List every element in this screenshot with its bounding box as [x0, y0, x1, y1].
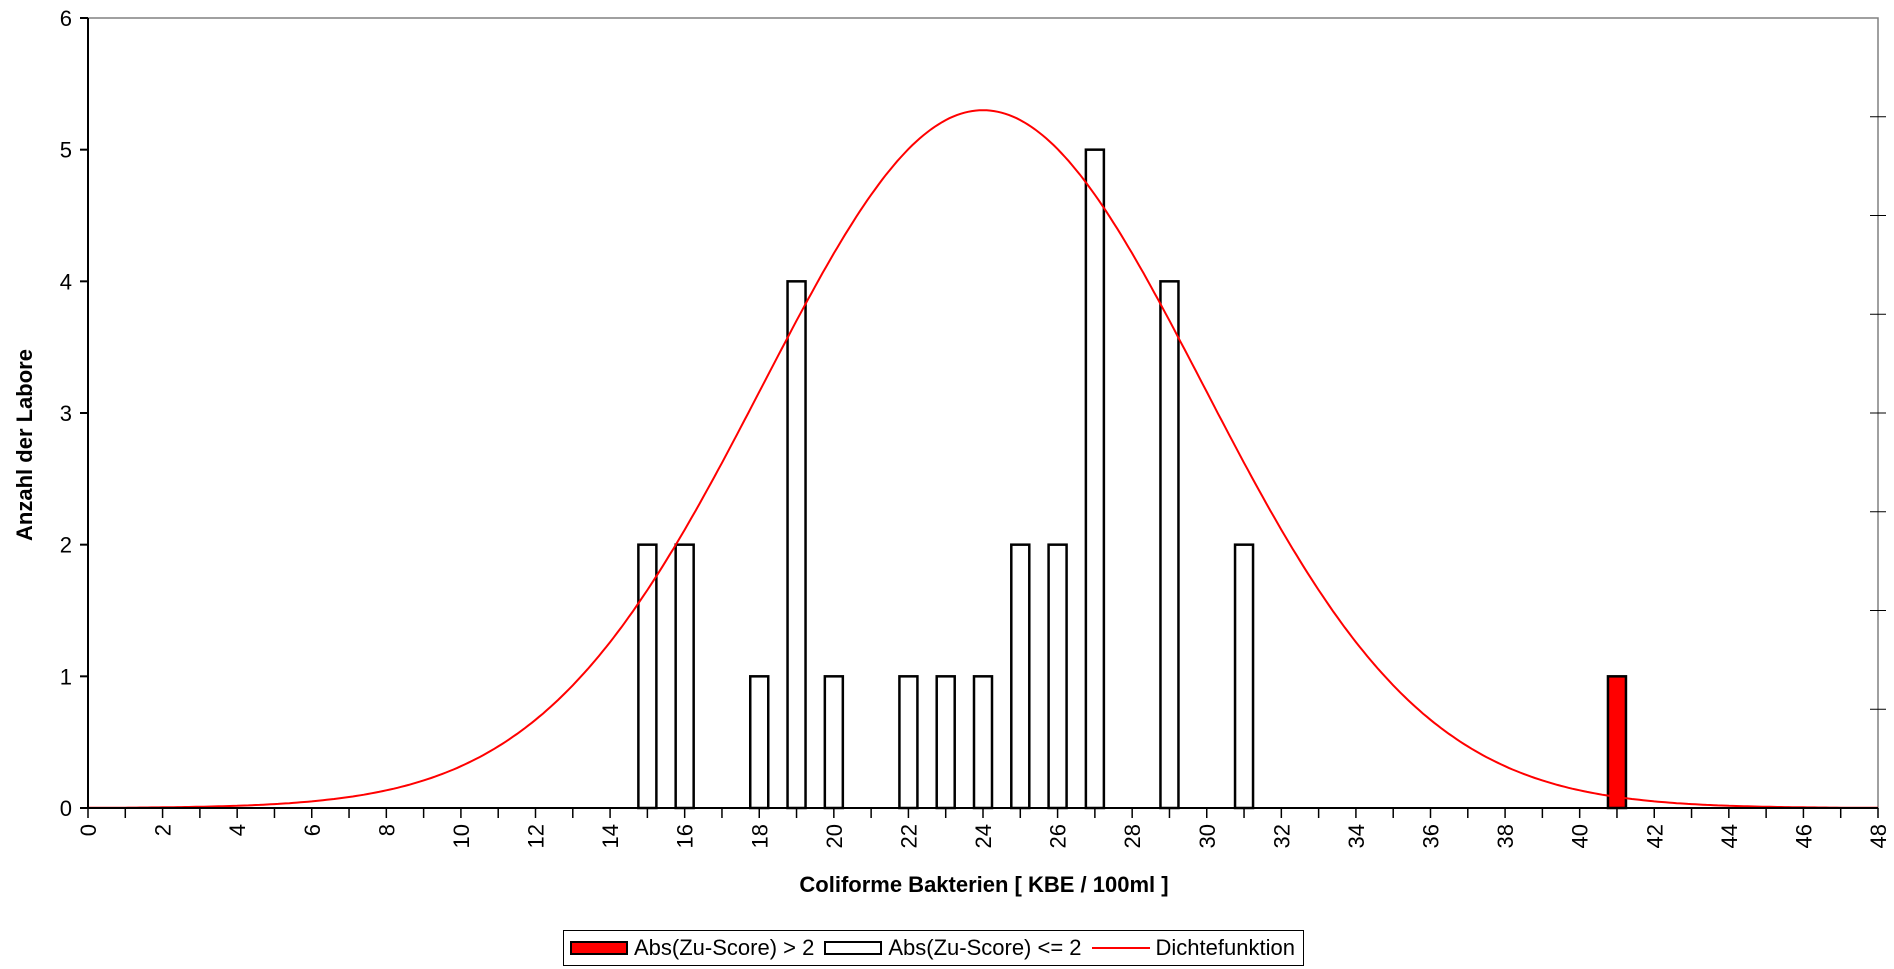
legend: Abs(Zu-Score) > 2 Abs(Zu-Score) <= 2 Dic… [563, 930, 1304, 966]
x-tick-label-44: 44 [1717, 824, 1742, 848]
x-axis-title: Coliforme Bakterien [ KBE / 100ml ] [799, 872, 1168, 897]
x-tick-label-36: 36 [1419, 824, 1444, 848]
legend-label-low-zscore: Abs(Zu-Score) <= 2 [888, 935, 1082, 960]
bar-low-24 [972, 675, 994, 810]
y-tick-label-0: 0 [60, 796, 72, 821]
x-tick-label-6: 6 [300, 824, 325, 836]
y-axis-title: Anzahl der Labore [12, 349, 37, 541]
legend-item-density: Dichtefunktion [1091, 935, 1295, 961]
x-tick-label-8: 8 [374, 824, 399, 836]
y-tick-label-3: 3 [60, 401, 72, 426]
legend-swatch-line [1091, 947, 1150, 949]
x-tick-label-38: 38 [1493, 824, 1518, 848]
x-tick-label-28: 28 [1120, 824, 1145, 848]
x-tick-label-18: 18 [747, 824, 772, 848]
bar-low-18 [749, 675, 770, 810]
y-tick-label-5: 5 [60, 138, 72, 163]
density-curve-group [88, 109, 1878, 809]
legend-label-density: Dichtefunktion [1155, 935, 1295, 960]
y-tick-label-4: 4 [60, 269, 72, 294]
bar-low-16 [674, 543, 695, 810]
x-tick-label-14: 14 [598, 824, 623, 848]
bar-low-26 [1047, 543, 1068, 810]
bar-low-27 [1084, 148, 1106, 810]
bar-low-25 [1010, 543, 1031, 810]
x-tick-label-10: 10 [449, 824, 474, 848]
y-tick-label-2: 2 [60, 533, 72, 558]
y-tick-label-1: 1 [60, 664, 72, 689]
x-tick-label-12: 12 [524, 824, 549, 848]
x-tick-label-20: 20 [822, 824, 847, 848]
x-tick-label-22: 22 [896, 824, 921, 848]
x-tick-label-48: 48 [1866, 824, 1891, 848]
legend-swatch-red [570, 941, 628, 955]
x-tick-label-34: 34 [1344, 824, 1369, 848]
x-tick-label-46: 46 [1791, 824, 1816, 848]
bar-series [637, 148, 1628, 810]
x-tick-label-30: 30 [1195, 824, 1220, 848]
x-tick-label-26: 26 [1046, 824, 1071, 848]
x-tick-label-24: 24 [971, 824, 996, 848]
bar-low-20 [823, 675, 845, 810]
x-tick-label-4: 4 [225, 824, 250, 836]
bar-low-31 [1233, 543, 1255, 810]
legend-item-low-zscore: Abs(Zu-Score) <= 2 [824, 935, 1082, 961]
bar-high-41 [1606, 675, 1628, 810]
density-curve [88, 109, 1878, 809]
bar-low-19 [786, 280, 807, 810]
bar-low-29 [1159, 280, 1180, 810]
legend-swatch-white [824, 941, 883, 955]
bar-low-15 [637, 543, 658, 810]
legend-label-high-zscore: Abs(Zu-Score) > 2 [634, 935, 815, 960]
x-tick-label-0: 0 [76, 824, 101, 836]
x-tick-label-2: 2 [151, 824, 176, 836]
x-tick-label-40: 40 [1568, 824, 1593, 848]
y-tick-label-6: 6 [60, 6, 72, 31]
bar-low-23 [935, 675, 956, 810]
legend-item-high-zscore: Abs(Zu-Score) > 2 [570, 935, 814, 961]
x-tick-label-42: 42 [1642, 824, 1667, 848]
x-tick-label-32: 32 [1269, 824, 1294, 848]
x-tick-label-16: 16 [673, 824, 698, 848]
bar-low-22 [898, 675, 919, 810]
